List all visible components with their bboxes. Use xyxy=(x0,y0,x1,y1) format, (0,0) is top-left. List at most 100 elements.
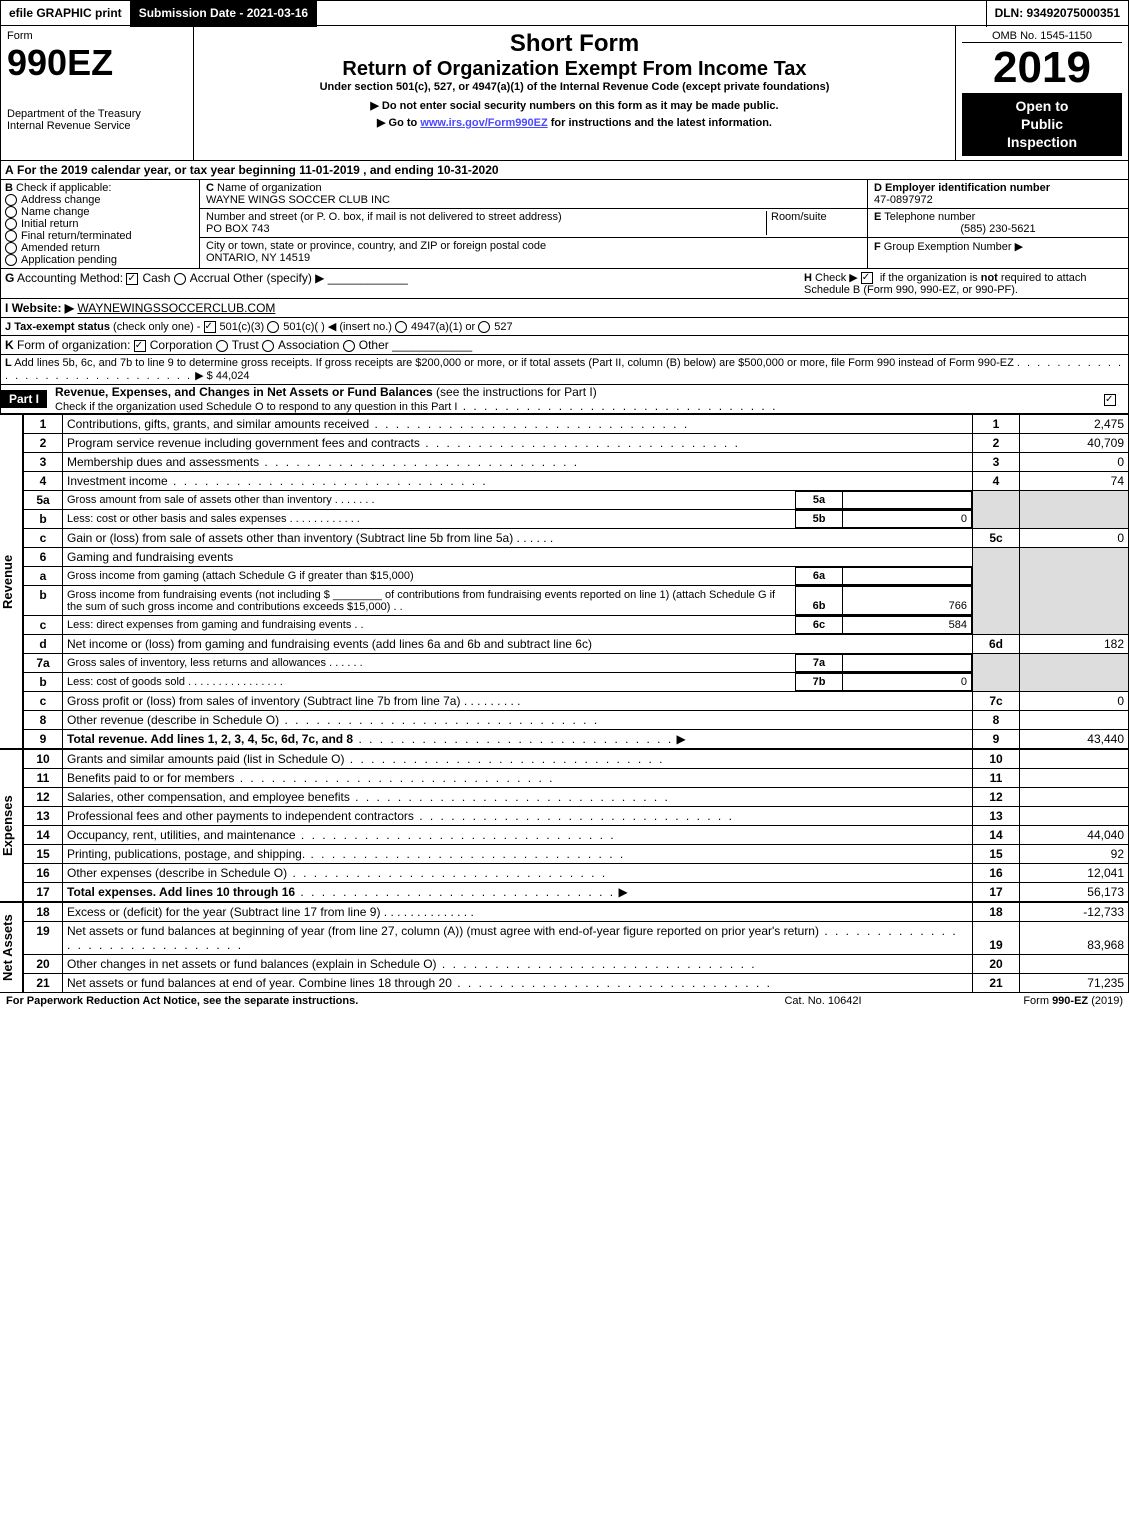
l9-num: 9 xyxy=(24,730,63,749)
l8-val xyxy=(1020,711,1129,730)
l1-rnum: 1 xyxy=(973,415,1020,434)
l12-val xyxy=(1020,788,1129,807)
chk-501c3[interactable] xyxy=(204,321,216,333)
l6-num: 6 xyxy=(24,548,63,567)
l20-num: 20 xyxy=(24,955,63,974)
opt-accrual: Accrual xyxy=(190,271,230,285)
line-19: 19 Net assets or fund balances at beginn… xyxy=(24,922,1129,955)
chk-amended-return[interactable] xyxy=(5,242,17,254)
chk-501c[interactable] xyxy=(267,321,279,333)
goto-pre: Go to xyxy=(389,117,421,129)
arrow-icon: ▶ xyxy=(1015,241,1023,253)
dept-treasury: Department of the Treasury xyxy=(7,108,187,120)
line-14: 14Occupancy, rent, utilities, and mainte… xyxy=(24,826,1129,845)
chk-application-pending[interactable] xyxy=(5,254,17,266)
chk-other-org[interactable] xyxy=(343,340,355,352)
website-value: WAYNEWINGSSOCCERCLUB.COM xyxy=(77,301,275,315)
goto-line: ▶ Go to www.irs.gov/Form990EZ for instru… xyxy=(200,116,949,129)
room-label: Room/suite xyxy=(766,211,861,235)
l6a-text: Gross income from gaming (attach Schedul… xyxy=(67,570,414,582)
opt-association: Association xyxy=(278,338,339,352)
l18-rnum: 18 xyxy=(973,903,1020,922)
l10-num: 10 xyxy=(24,750,63,769)
l5a-num: 5a xyxy=(24,491,63,510)
l19-rnum: 19 xyxy=(973,922,1020,955)
chk-trust[interactable] xyxy=(216,340,228,352)
l7c-text: Gross profit or (loss) from sales of inv… xyxy=(63,692,973,711)
group-exemption-label: Group Exemption Number xyxy=(884,241,1012,253)
chk-accrual[interactable] xyxy=(174,273,186,285)
opt-application-pending: Application pending xyxy=(21,254,117,266)
l7a-text: Gross sales of inventory, less returns a… xyxy=(67,657,326,669)
org-street: PO BOX 743 xyxy=(206,223,270,235)
l16-text: Other expenses (describe in Schedule O) xyxy=(63,864,973,883)
section-d: D Employer identification number 47-0897… xyxy=(868,180,1128,209)
chk-final-return[interactable] xyxy=(5,230,17,242)
l7-shade2 xyxy=(1020,654,1129,692)
l3-val: 0 xyxy=(1020,453,1129,472)
l6a-cell: Gross income from gaming (attach Schedul… xyxy=(63,567,973,586)
l21-val: 71,235 xyxy=(1020,974,1129,993)
l7b-mval: 0 xyxy=(843,674,972,691)
l6-shade2 xyxy=(1020,548,1129,635)
section-e: E Telephone number (585) 230-5621 xyxy=(868,209,1128,238)
l15-rnum: 15 xyxy=(973,845,1020,864)
opt-501c3: 501(c)(3) xyxy=(220,321,265,333)
l13-rnum: 13 xyxy=(973,807,1020,826)
form-number: 990EZ xyxy=(7,42,187,84)
l7b-mnum: 7b xyxy=(796,674,843,691)
chk-527[interactable] xyxy=(478,321,490,333)
l7b-cell: Less: cost of goods sold . . . . . . . .… xyxy=(63,673,973,692)
expenses-table: 10Grants and similar amounts paid (list … xyxy=(23,749,1129,902)
l20-text: Other changes in net assets or fund bala… xyxy=(63,955,973,974)
l15-text: Printing, publications, postage, and shi… xyxy=(63,845,973,864)
l5-shade2 xyxy=(1020,491,1129,529)
efile-print-button[interactable]: efile GRAPHIC print xyxy=(1,0,131,27)
l5b-cell: Less: cost or other basis and sales expe… xyxy=(63,510,973,529)
line-2: 2 Program service revenue including gove… xyxy=(24,434,1129,453)
form-word: Form xyxy=(7,30,187,42)
l5c-val: 0 xyxy=(1020,529,1129,548)
chk-address-change[interactable] xyxy=(5,194,17,206)
line-5b: b Less: cost or other basis and sales ex… xyxy=(24,510,1129,529)
h-not: not xyxy=(981,272,998,284)
irs-link[interactable]: www.irs.gov/Form990EZ xyxy=(420,117,547,129)
l17-val: 56,173 xyxy=(1020,883,1129,902)
org-info-grid: B Check if applicable: Address change Na… xyxy=(0,180,1129,270)
opt-other-org: Other xyxy=(359,338,389,352)
l9-text: Total revenue. Add lines 1, 2, 3, 4, 5c,… xyxy=(63,730,973,749)
chk-schedule-o[interactable] xyxy=(1104,394,1116,406)
l6d-val: 182 xyxy=(1020,635,1129,654)
l11-text: Benefits paid to or for members xyxy=(63,769,973,788)
l5b-mnum: 5b xyxy=(796,511,843,528)
part1-header: Part I Revenue, Expenses, and Changes in… xyxy=(0,385,1129,414)
l6a-mnum: 6a xyxy=(796,568,843,585)
org-name: WAYNE WINGS SOCCER CLUB INC xyxy=(206,194,390,206)
l8-num: 8 xyxy=(24,711,63,730)
opt-corporation: Corporation xyxy=(150,338,213,352)
l7-shade1 xyxy=(973,654,1020,692)
l13-val xyxy=(1020,807,1129,826)
l6-text: Gaming and fundraising events xyxy=(63,548,973,567)
l8-rnum: 8 xyxy=(973,711,1020,730)
part1-check-text: Check if the organization used Schedule … xyxy=(55,401,457,413)
phone-value: (585) 230-5621 xyxy=(874,223,1122,235)
l21-num: 21 xyxy=(24,974,63,993)
page-footer: For Paperwork Reduction Act Notice, see … xyxy=(0,993,1129,1009)
chk-schedule-b[interactable] xyxy=(861,272,873,284)
chk-association[interactable] xyxy=(262,340,274,352)
l6d-rnum: 6d xyxy=(973,635,1020,654)
l5a-cell: Gross amount from sale of assets other t… xyxy=(63,491,973,510)
chk-corporation[interactable] xyxy=(134,340,146,352)
l6c-num: c xyxy=(24,616,63,635)
chk-initial-return[interactable] xyxy=(5,218,17,230)
chk-cash[interactable] xyxy=(126,273,138,285)
section-f: F Group Exemption Number ▶ xyxy=(868,238,1128,255)
l7a-mval xyxy=(843,655,972,672)
h-check: Check ▶ xyxy=(815,272,858,284)
chk-name-change[interactable] xyxy=(5,206,17,218)
chk-4947[interactable] xyxy=(395,321,407,333)
submission-date-button[interactable]: Submission Date - 2021-03-16 xyxy=(131,0,317,27)
form-title: Short Form xyxy=(200,30,949,58)
j-label: Tax-exempt status xyxy=(14,321,110,333)
